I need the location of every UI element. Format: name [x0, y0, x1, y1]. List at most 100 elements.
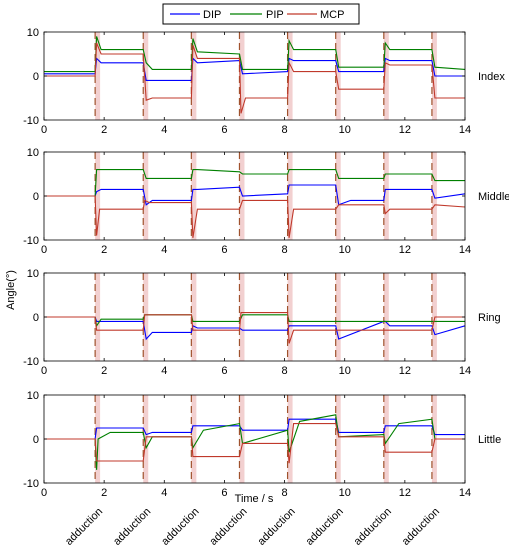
x-tick-label: 2 — [101, 487, 107, 499]
x-tick-label: 4 — [161, 365, 167, 377]
event-band — [191, 32, 197, 120]
event-band — [143, 273, 149, 361]
x-tick-label: 10 — [339, 487, 351, 499]
x-tick-label: 8 — [282, 487, 288, 499]
x-tick-label: 12 — [399, 487, 411, 499]
series-pip — [44, 414, 465, 470]
event-label: adduction — [63, 506, 105, 548]
plot-area — [44, 395, 465, 483]
event-band — [191, 395, 197, 483]
series-dip — [44, 57, 465, 81]
event-band — [335, 273, 341, 361]
event-band — [335, 32, 341, 120]
legend: DIP PIP MCP — [162, 3, 360, 25]
event-band — [287, 32, 293, 120]
x-tick-label: 4 — [161, 487, 167, 499]
event-band — [239, 32, 245, 120]
event-band — [383, 273, 389, 361]
y-tick-label: -10 — [23, 115, 39, 127]
x-tick-label: 2 — [101, 124, 107, 136]
x-tick-label: 12 — [399, 244, 411, 256]
series-dip — [44, 316, 466, 341]
y-tick-label: -10 — [23, 478, 39, 490]
event-band — [191, 273, 197, 361]
x-tick-label: 4 — [161, 244, 167, 256]
x-tick-label: 0 — [41, 365, 47, 377]
event-band — [287, 395, 293, 483]
panel-label: Index — [478, 71, 505, 83]
x-tick-label: 2 — [101, 365, 107, 377]
x-tick-label: 6 — [221, 365, 227, 377]
series-pip — [44, 36, 466, 73]
legend-label-mcp: MCP — [320, 9, 344, 21]
x-tick-label: 14 — [459, 487, 471, 499]
event-label: adduction — [207, 506, 249, 548]
series-pip — [44, 314, 465, 328]
event-label: adduction — [111, 506, 153, 548]
x-tick-label: 10 — [339, 244, 351, 256]
event-band — [383, 152, 389, 240]
x-tick-label: 6 — [221, 487, 227, 499]
series-dip — [44, 418, 465, 440]
y-tick-label: 0 — [33, 191, 39, 203]
x-tick-label: 0 — [41, 244, 47, 256]
y-tick-label: 0 — [33, 312, 39, 324]
event-band — [143, 152, 149, 240]
event-band — [383, 395, 389, 483]
y-tick-label: 0 — [33, 71, 39, 83]
x-tick-label: 10 — [339, 365, 351, 377]
panel-label: Ring — [478, 312, 501, 324]
event-label: adduction — [352, 506, 394, 548]
series-mcp — [44, 312, 465, 344]
series-dip — [44, 184, 466, 206]
event-label: adduction — [159, 506, 201, 548]
event-band — [191, 152, 197, 240]
panel-label: Middle — [478, 191, 509, 203]
x-tick-label: 0 — [41, 487, 47, 499]
x-axis-label: Time / s — [235, 493, 274, 505]
y-tick-label: 10 — [27, 27, 39, 39]
x-tick-label: 14 — [459, 365, 471, 377]
x-tick-label: 12 — [399, 124, 411, 136]
event-label: adduction — [400, 506, 442, 548]
series-mcp — [44, 423, 465, 464]
series-pip — [44, 169, 465, 197]
event-band — [95, 32, 101, 120]
series-mcp — [44, 195, 466, 238]
x-tick-label: 0 — [41, 124, 47, 136]
series-mcp — [44, 42, 465, 114]
plot-area — [44, 32, 465, 120]
x-tick-label: 8 — [282, 124, 288, 136]
x-tick-label: 2 — [101, 244, 107, 256]
event-labels: adduction adduction adduction adduction addu… — [63, 506, 442, 548]
event-band — [335, 152, 341, 240]
x-tick-label: 14 — [459, 244, 471, 256]
event-band — [287, 152, 293, 240]
x-tick-label: 8 — [282, 365, 288, 377]
event-label: adduction — [304, 506, 346, 548]
y-tick-label: 0 — [33, 434, 39, 446]
event-band — [95, 273, 101, 361]
legend-label-pip: PIP — [266, 9, 284, 21]
y-tick-label: 10 — [27, 390, 39, 402]
x-tick-label: 14 — [459, 124, 471, 136]
x-tick-label: 8 — [282, 244, 288, 256]
event-label: adduction — [255, 506, 297, 548]
x-tick-label: 10 — [339, 124, 351, 136]
y-tick-label: -10 — [23, 356, 39, 368]
x-tick-label: 6 — [221, 124, 227, 136]
event-band — [287, 273, 293, 361]
y-tick-label: 10 — [27, 147, 39, 159]
y-tick-label: -10 — [23, 235, 39, 247]
y-tick-label: 10 — [27, 268, 39, 280]
panel-label: Little — [478, 434, 501, 446]
legend-label-dip: DIP — [203, 9, 221, 21]
x-tick-label: 12 — [399, 365, 411, 377]
plot-area — [44, 152, 465, 240]
